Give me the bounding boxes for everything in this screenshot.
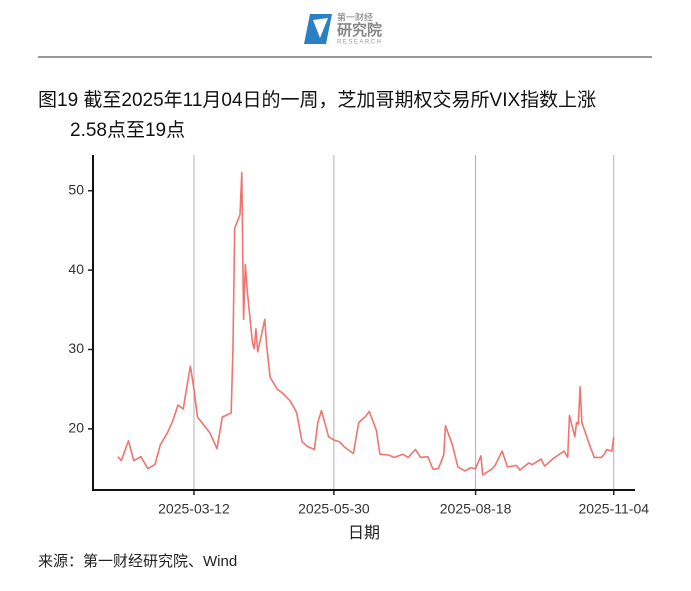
chart-title: 2.58点至19点	[70, 119, 185, 141]
logo-name: 研究院	[337, 21, 382, 39]
x-tick-label: 2025-11-04	[578, 501, 649, 517]
y-tick-label: 30	[68, 340, 84, 356]
x-axis-label: 日期	[348, 524, 380, 542]
x-tick-label: 2025-08-18	[440, 501, 512, 517]
logo-icon-inner	[313, 18, 328, 38]
logo-brand: 第一财经	[337, 11, 373, 22]
y-tick-label: 20	[68, 420, 84, 436]
x-tick-label: 2025-03-12	[158, 501, 230, 517]
logo-tagline: RESEARCH	[337, 40, 382, 46]
y-tick-label: 50	[68, 181, 84, 197]
chart-title: 图19 截至2025年11月04日的一周，芝加哥期权交易所VIX指数上涨	[38, 89, 596, 111]
source: 来源：第一财经研究院、Wind	[38, 552, 237, 570]
logo: 第一财经 研究院 RESEARCH	[304, 11, 382, 46]
data-line	[117, 171, 615, 476]
y-tick-label: 40	[68, 261, 84, 277]
x-tick-label: 2025-05-30	[298, 501, 370, 517]
